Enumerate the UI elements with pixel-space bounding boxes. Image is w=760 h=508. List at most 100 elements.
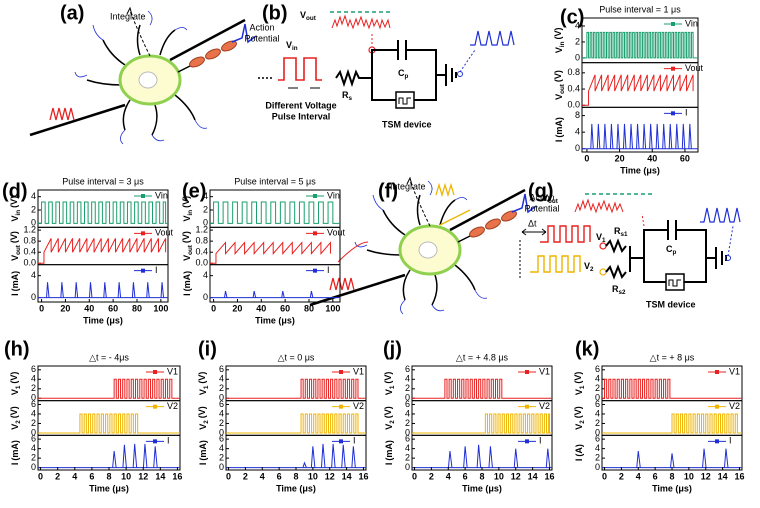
y-axis-label: Vin (V) <box>10 196 22 222</box>
panel-label: (g) <box>528 180 554 202</box>
legend-marker <box>671 22 675 26</box>
x-tick-label: 14 <box>528 471 538 481</box>
y-axis-label-unit: (V) <box>198 406 208 418</box>
pulse-train <box>38 378 180 399</box>
y-axis-label-unit: (V) <box>10 406 20 418</box>
y-axis-label-main: V <box>10 389 20 395</box>
y-tick-label: 4 <box>405 374 410 384</box>
plot-title: △t = 0 μs <box>278 352 315 362</box>
y-tick-label: 0 <box>31 462 36 472</box>
x-axis-label: Time (μs) <box>255 315 295 325</box>
y-axis-label-main: V <box>574 424 584 430</box>
x-tick-label: 16 <box>734 471 744 481</box>
circuit-label: V1 <box>596 232 606 243</box>
circuit-label: TSM device <box>646 299 696 309</box>
x-tick-label: 2 <box>429 471 434 481</box>
plot-frame <box>37 434 181 471</box>
x-tick-label: 80 <box>132 303 142 313</box>
circuit-label-sub: s1 <box>621 231 629 238</box>
y-axis-label-unit: (A) <box>574 444 584 457</box>
x-tick-label: 100 <box>325 303 340 313</box>
y-axis-label-main: I <box>574 459 584 462</box>
x-tick-label: 20 <box>615 153 625 163</box>
pulse-train <box>602 378 742 399</box>
y-tick-label: 2 <box>595 383 600 393</box>
x-tick-label: 8 <box>293 471 298 481</box>
plot-title: △t = - 4μs <box>89 352 129 362</box>
y-tick-label: 6 <box>31 434 36 444</box>
circuit-label-sub: 1 <box>602 237 606 244</box>
y-tick-label: 0.0 <box>23 258 36 268</box>
y-axis-label-main: V <box>198 389 208 395</box>
x-tick-label: 4 <box>260 471 265 481</box>
current-spike <box>447 450 453 468</box>
circuit-label: TSM device <box>382 119 432 129</box>
legend-label: V1 <box>729 366 740 376</box>
x-tick-label: 80 <box>304 303 314 313</box>
current-spike <box>112 450 117 468</box>
plot-title: Pulse interval = 3 μs <box>62 176 144 186</box>
y-tick-label: 4 <box>595 374 600 384</box>
legend-label: Vout <box>685 63 704 73</box>
y-tick-label: 4 <box>575 20 580 30</box>
y-axis-label-unit: (V) <box>198 372 208 384</box>
y-axis-label-sub: in <box>559 41 566 47</box>
y-tick-label: 4 <box>31 443 36 453</box>
annotation: Integrate <box>110 11 146 21</box>
x-tick-label: 8 <box>106 471 111 481</box>
y-axis-label-unit: (V) <box>554 28 564 40</box>
circuit-label: Vin <box>286 40 298 51</box>
y-tick-label: 2 <box>203 204 208 214</box>
y-tick-label: 0 <box>203 292 208 302</box>
y-tick-label: 2 <box>595 418 600 428</box>
x-axis-label: Time (μs) <box>652 483 692 493</box>
x-tick-label: 0 <box>38 471 43 481</box>
x-axis-label: Time (μs) <box>83 315 123 325</box>
legend-marker <box>339 370 343 374</box>
y-tick-label: 0 <box>219 427 224 437</box>
legend-label: Vin <box>327 190 340 200</box>
x-axis-label: Time (μs) <box>620 165 660 175</box>
y-axis-label: I(mA) <box>182 271 192 296</box>
panel-label: (a) <box>60 2 84 24</box>
plot-frame <box>411 365 553 402</box>
legend-label: V2 <box>167 401 178 411</box>
panel-label: (e) <box>182 180 206 202</box>
y-tick-label: 2 <box>405 418 410 428</box>
x-tick-label: 8 <box>669 471 674 481</box>
legend-label: I <box>539 436 542 446</box>
y-axis-label: I (A) <box>574 444 584 461</box>
y-tick-label: 6 <box>405 399 410 409</box>
y-axis-label: I(mA) <box>10 440 20 465</box>
legend-marker <box>671 66 675 71</box>
y-axis-label-unit: (V) <box>574 406 584 418</box>
current-spike <box>545 448 551 468</box>
y-tick-label: 2 <box>31 383 36 393</box>
y-axis-label: V2 (V) <box>10 406 22 430</box>
y-tick-label: 2 <box>405 383 410 393</box>
current-spikes <box>224 290 314 298</box>
y-tick-label: 4 <box>31 374 36 384</box>
y-tick-label: 4 <box>203 191 208 201</box>
y-tick-label: 6 <box>595 364 600 374</box>
y-axis-label-sub: 1 <box>203 385 210 389</box>
circuit-label-main: C <box>398 68 405 78</box>
circuit-label: V2 <box>584 261 594 272</box>
y-tick-label: 2 <box>219 418 224 428</box>
y-tick-label: 2 <box>219 383 224 393</box>
panel-label: (h) <box>4 338 30 360</box>
x-tick-label: 12 <box>325 471 335 481</box>
vout-trace <box>582 74 694 106</box>
y-axis-label-unit: (V) <box>10 372 20 384</box>
legend-marker <box>339 439 343 444</box>
y-tick-label: 6 <box>219 364 224 374</box>
y-axis-label: V1(V) <box>384 372 396 396</box>
y-axis-label-main: I <box>198 463 208 466</box>
y-axis-label-sub: 2 <box>579 420 586 424</box>
y-axis-label-main: V <box>384 389 394 395</box>
x-tick-label: 2 <box>243 471 248 481</box>
y-tick-label: 4 <box>405 443 410 453</box>
panel-label: (c) <box>560 6 584 28</box>
neuron-illustration <box>308 176 538 316</box>
